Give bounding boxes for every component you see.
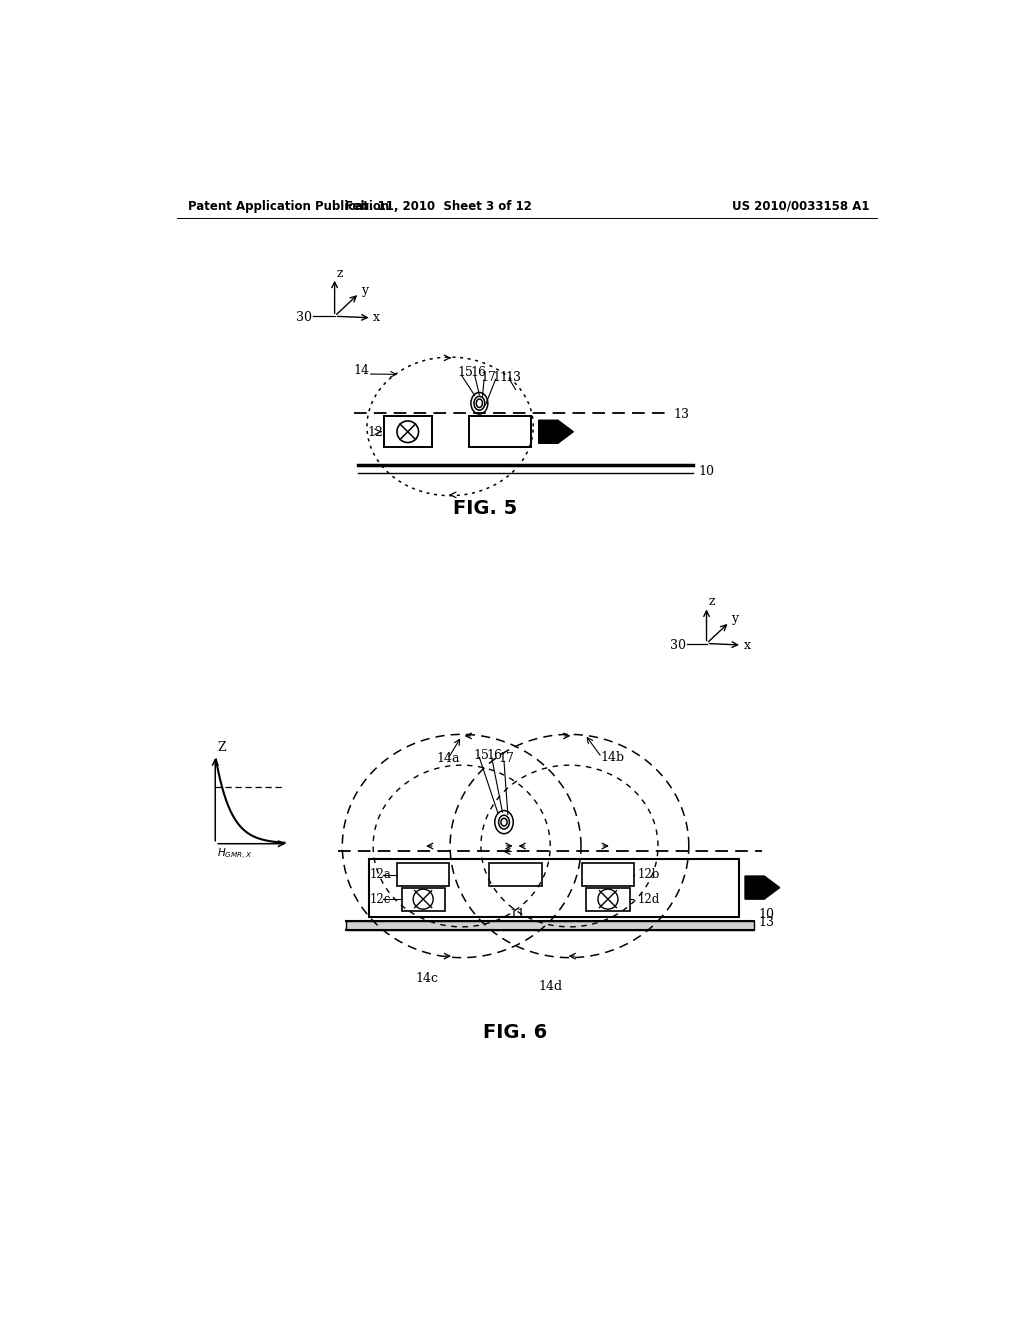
FancyArrow shape (539, 420, 573, 444)
Text: y: y (360, 284, 368, 297)
FancyBboxPatch shape (469, 416, 531, 447)
Text: FIG. 6: FIG. 6 (483, 1023, 548, 1041)
Text: 11: 11 (509, 908, 525, 921)
Text: 12b: 12b (637, 869, 659, 880)
Text: 14c: 14c (416, 972, 438, 985)
FancyBboxPatch shape (370, 859, 739, 917)
Text: 17: 17 (499, 752, 514, 766)
FancyBboxPatch shape (397, 863, 450, 886)
Text: 12: 12 (368, 426, 384, 440)
Text: 30: 30 (296, 312, 312, 325)
Text: 12d: 12d (637, 892, 659, 906)
Text: x: x (744, 639, 752, 652)
Text: 14b: 14b (600, 751, 625, 764)
Text: y: y (731, 612, 738, 626)
Text: 12c: 12c (370, 892, 390, 906)
Text: 13: 13 (674, 408, 689, 421)
Text: $H_{GMR,X}$: $H_{GMR,X}$ (217, 847, 252, 862)
Text: 15: 15 (457, 366, 473, 379)
Text: 11: 11 (493, 371, 509, 384)
Text: 12a: 12a (370, 869, 391, 880)
FancyBboxPatch shape (489, 863, 542, 886)
FancyArrow shape (745, 876, 779, 899)
FancyBboxPatch shape (401, 887, 444, 911)
Text: Feb. 11, 2010  Sheet 3 of 12: Feb. 11, 2010 Sheet 3 of 12 (345, 199, 532, 213)
FancyBboxPatch shape (582, 863, 634, 886)
Text: z: z (337, 267, 343, 280)
FancyBboxPatch shape (346, 921, 755, 929)
Text: 10: 10 (698, 465, 714, 478)
Text: 17: 17 (481, 371, 497, 384)
FancyBboxPatch shape (587, 887, 630, 911)
Text: 13: 13 (758, 916, 774, 929)
Text: x: x (373, 312, 380, 325)
Text: 14: 14 (354, 363, 370, 376)
Text: 30: 30 (670, 639, 685, 652)
FancyBboxPatch shape (384, 416, 432, 447)
Text: 13: 13 (506, 371, 521, 384)
Text: Z: Z (217, 741, 226, 754)
Text: 14a: 14a (436, 752, 460, 766)
Text: US 2010/0033158 A1: US 2010/0033158 A1 (732, 199, 869, 213)
Text: 16: 16 (486, 748, 503, 762)
Text: Patent Application Publication: Patent Application Publication (188, 199, 389, 213)
Text: 15: 15 (473, 748, 489, 762)
Text: 16: 16 (470, 366, 486, 379)
Text: FIG. 5: FIG. 5 (453, 499, 517, 519)
Text: z: z (709, 595, 716, 609)
Text: 14d: 14d (539, 979, 563, 993)
Text: 10: 10 (758, 908, 774, 921)
